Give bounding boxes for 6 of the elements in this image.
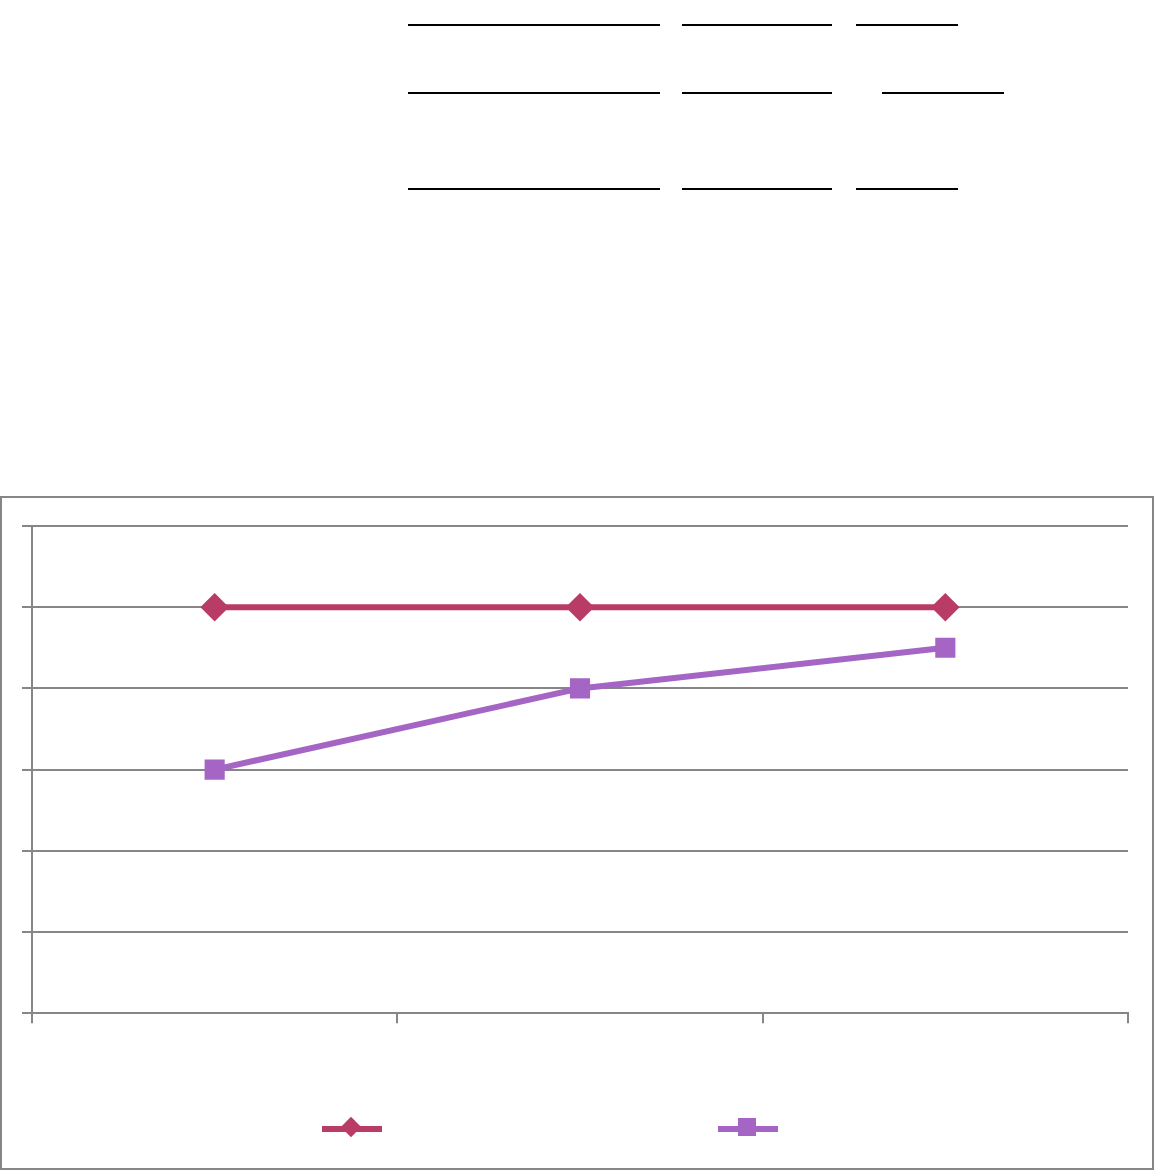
point (935, 637, 956, 658)
point (932, 594, 959, 621)
point (204, 759, 225, 780)
point (201, 594, 228, 621)
point (569, 678, 591, 699)
point (567, 594, 593, 621)
